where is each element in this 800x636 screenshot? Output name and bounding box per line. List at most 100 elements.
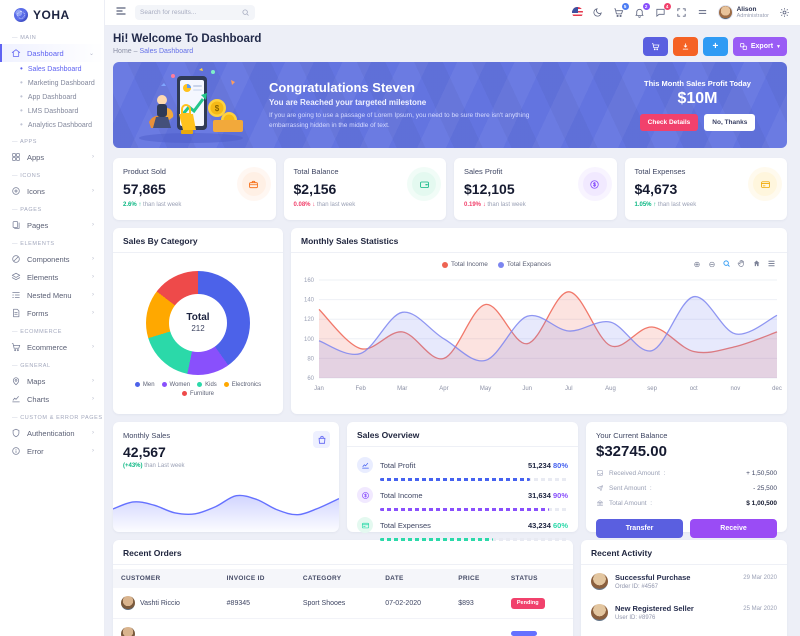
notifications-bell-icon[interactable]: 2 [634, 2, 650, 19]
menu-lines-icon[interactable] [697, 7, 709, 19]
selection-zoom-icon[interactable] [722, 259, 732, 270]
chevron-down-icon: ▼ [776, 43, 781, 50]
transfer-button[interactable]: Transfer [596, 519, 683, 538]
legend-item-furniture[interactable]: Furniture [181, 390, 214, 397]
sidebar-item-apps[interactable]: Apps › [0, 148, 104, 166]
breadcrumb-current[interactable]: Sales Dashboard [139, 48, 194, 55]
sidebar-item-authentication[interactable]: Authentication › [0, 424, 104, 442]
sidebar-subitem-lms-dashboard[interactable]: • LMS Dashboard [0, 104, 104, 118]
sidebar-item-nested-menu[interactable]: Nested Menu › [0, 286, 104, 304]
zoom-in-icon[interactable]: ⊕ [693, 260, 701, 269]
stat-value: $4,673 [634, 181, 678, 197]
pan-hand-icon[interactable] [737, 259, 747, 270]
fullscreen-icon[interactable] [676, 7, 688, 19]
language-flag-icon[interactable] [571, 7, 583, 18]
legend-item-kids[interactable]: Kids [197, 382, 217, 388]
sidebar-item-ecommerce[interactable]: Ecommerce › [0, 338, 104, 356]
chart-icon [357, 457, 373, 473]
dark-mode-moon-icon[interactable] [592, 7, 604, 19]
check-details-button[interactable]: Check Details [639, 114, 699, 131]
recent-orders-card: Recent Orders CUSTOMER INVOICE ID CATEGORY… [113, 540, 573, 636]
legend-label: Kids [205, 381, 217, 388]
chart-toolbar: ⊕ ⊖ [692, 259, 777, 270]
balance-row-total-amount: Total Amount : $ 1,00,500 [596, 496, 777, 511]
orders-column-header: CUSTOMER [113, 569, 219, 588]
sidebar-item-elements[interactable]: Elements › [0, 268, 104, 286]
activity-item[interactable]: New Registered Seller User ID: #8976 25 M… [581, 596, 787, 627]
chart-menu-icon[interactable] [767, 259, 777, 270]
legend-dot [181, 391, 187, 396]
legend-label: Men [142, 381, 155, 388]
legend-item-electronics[interactable]: Electronics [223, 382, 261, 388]
bullet-icon: • [20, 120, 23, 129]
add-button[interactable]: + [702, 37, 728, 56]
legend-item-total-expances[interactable]: Total Expances [497, 261, 551, 268]
stat-delta: 2.6% [123, 202, 137, 208]
svg-text:Mar: Mar [397, 386, 407, 392]
search-icon[interactable] [241, 8, 250, 17]
bullet-icon: • [20, 106, 23, 115]
overview-row-total-expenses: Total Expenses 43,234 60% [357, 511, 568, 541]
sidebar-item-charts[interactable]: Charts › [0, 390, 104, 408]
sidebar-item-components[interactable]: Components › [0, 250, 104, 268]
sidebar-subitem-analytics-dashboard[interactable]: • Analytics Dashboard [0, 118, 104, 132]
stat-value: 57,865 [123, 181, 166, 197]
cart-icon[interactable]: 5 [613, 2, 629, 19]
nested-icon [11, 290, 21, 300]
sidebar-toggle-icon[interactable] [115, 4, 127, 22]
sidebar-subitem-label: LMS Dashboard [27, 107, 79, 115]
breadcrumb: Home – Sales Dashboard [113, 48, 261, 55]
receive-button[interactable]: Receive [690, 519, 777, 538]
sidebar-item-forms[interactable]: Forms › [0, 304, 104, 322]
sidebar-subitem-sales-dashboard[interactable]: • Sales Dashboard [0, 62, 104, 76]
customer-name: Vashti Riccio [140, 599, 180, 607]
download-button[interactable] [672, 37, 698, 56]
overview-row-total-income: Total Income 31,634 90% [357, 481, 568, 511]
breadcrumb-home[interactable]: Home [113, 48, 132, 55]
balance-row-amount: - 25,500 [753, 485, 777, 492]
sidebar-item-label: Nested Menu [27, 290, 72, 300]
sidebar-item-maps[interactable]: Maps › [0, 372, 104, 390]
orders-column-header: STATUS [502, 569, 573, 588]
brand-name: YOHA [33, 8, 70, 22]
activity-item[interactable]: Successful Purchase Order ID: #4567 29 Ma… [581, 565, 787, 596]
sidebar-item-error[interactable]: Error › [0, 442, 104, 460]
legend-label: Furniture [189, 390, 214, 397]
sidebar-subitem-marketing-dashboard[interactable]: • Marketing Dashboard [0, 76, 104, 90]
sidebar-item-label: Forms [27, 308, 49, 318]
legend-item-men[interactable]: Men [134, 381, 155, 388]
sidebar-item-pages[interactable]: Pages › [0, 216, 104, 234]
banner-illustration: $ [113, 62, 263, 148]
settings-gear-icon[interactable] [778, 7, 790, 19]
balance-row-received-amount: Received Amount : + 1,50,500 [596, 466, 777, 481]
user-role: Administrator [736, 13, 769, 20]
balance-row-sent-amount: Sent Amount : - 25,500 [596, 481, 777, 496]
legend-item-total-income[interactable]: Total Income [442, 261, 488, 268]
user-menu[interactable]: Alison Administrator [717, 5, 769, 20]
reset-home-icon[interactable] [752, 259, 762, 270]
sidebar-item-dashboard[interactable]: Dashboard ⌄ [0, 44, 104, 62]
recent-activity-title: Recent Activity [581, 540, 787, 565]
search-input[interactable] [140, 9, 237, 16]
chevron-icon: › [92, 344, 94, 350]
overview-label: Total Expenses [380, 520, 431, 530]
file-icon [11, 308, 21, 318]
sidebar-item-icons[interactable]: Icons › [0, 182, 104, 200]
shield-icon [11, 428, 21, 438]
search-box [135, 5, 255, 20]
stats-row: Product Sold 57,865 2.6% ↑ than last week T… [113, 158, 787, 220]
balance-row-label: Received Amount : [609, 470, 666, 477]
sales-by-category-card: Sales By Category Total 212 Men Women Kids… [113, 228, 283, 414]
export-button[interactable]: Export ▼ [732, 37, 787, 56]
zoom-out-icon[interactable]: ⊖ [708, 260, 716, 269]
monthly-sales-card: Monthly Sales 42,567 (+43%) than Last we… [113, 422, 339, 532]
header-cart-button[interactable] [642, 37, 668, 56]
balance-title: Your Current Balance [596, 431, 668, 440]
messages-icon[interactable]: 4 [655, 2, 671, 19]
chevron-icon: › [92, 396, 94, 402]
no-thanks-button[interactable]: No, Thanks [704, 114, 756, 131]
legend-item-women[interactable]: Women [161, 382, 190, 388]
overview-row-main: Total Income 31,634 90% [357, 481, 568, 505]
sidebar-subitem-app-dashboard[interactable]: • App Dashboard [0, 90, 104, 104]
brand-logo[interactable]: YOHA [0, 0, 104, 28]
